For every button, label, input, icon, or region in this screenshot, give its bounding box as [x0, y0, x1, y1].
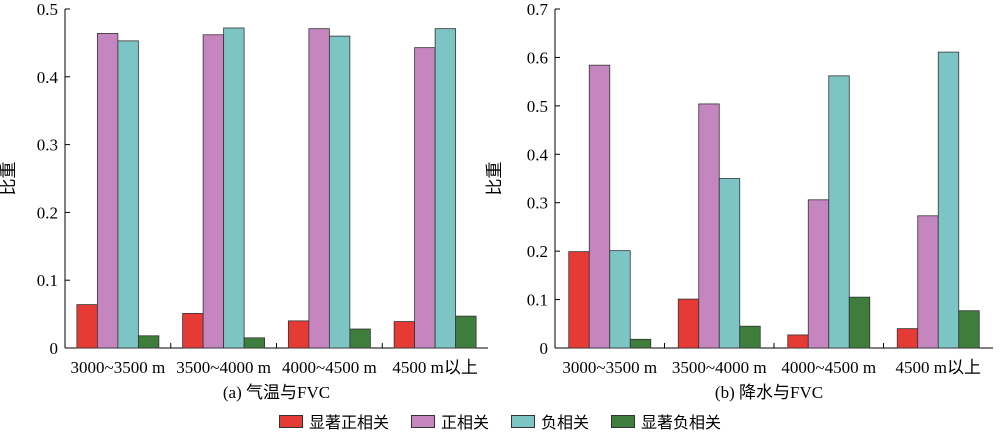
bar-显著负相关-3 [349, 328, 371, 349]
bar-显著正相关-1 [76, 304, 98, 349]
y-tick-label: 0.2 [37, 203, 58, 222]
bar-负相关-3 [828, 75, 850, 349]
bar-负相关-1 [117, 40, 139, 349]
bar-负相关-1 [609, 250, 631, 349]
bar-显著负相关-2 [739, 325, 761, 349]
y-tick-label: 0.2 [527, 242, 548, 261]
bar-正相关-3 [807, 199, 830, 349]
bar-显著正相关-3 [287, 320, 310, 349]
bar-负相关-3 [328, 35, 351, 349]
x-tick-label: 3000~3500 m [71, 358, 166, 377]
x-tick-label: 3500~4000 m [176, 358, 271, 377]
legend-item: 负相关 [511, 409, 589, 433]
chart-canvas: 0 0.1 0.2 0.3 0.4 0.5 比重 3000~3500 m 3500~4000 m… [0, 0, 993, 402]
x-tick-label: 4000~4500 m [282, 358, 377, 377]
bar-显著正相关-3 [787, 334, 809, 349]
y-tick-label: 0.5 [527, 97, 548, 116]
panel-caption: (b) 降水与FVC [715, 383, 823, 402]
bar-显著负相关-3 [848, 296, 871, 349]
bar-显著正相关-2 [677, 298, 700, 349]
chart-panel-b: 0 0.1 0.2 0.3 0.4 0.5 0.6 0.7 比重 3000~3500 m 3500~… [485, 0, 993, 402]
y-axis-label: 比重 [0, 162, 18, 196]
legend-item: 正相关 [410, 409, 489, 433]
bar-显著负相关-4 [958, 310, 980, 349]
y-tick-label: 0.4 [37, 68, 59, 87]
bar-正相关-4 [917, 215, 939, 349]
y-axis-label: 比重 [485, 162, 504, 196]
y-tick-label: 0.7 [527, 0, 549, 19]
bar-显著负相关-1 [137, 335, 160, 349]
x-tick-label: 4500 m以上 [896, 358, 981, 377]
x-tick-label: 4500 m以上 [392, 358, 477, 377]
bar-显著负相关-4 [455, 315, 477, 349]
bar-正相关-1 [96, 33, 119, 349]
x-tick-label: 4000~4500 m [781, 358, 876, 377]
bar-负相关-2 [718, 178, 741, 349]
legend: 显著正相关 正相关 负相关 显著负相关 [0, 410, 1000, 432]
bar-负相关-4 [937, 51, 960, 349]
legend-swatch [410, 414, 435, 428]
bar-正相关-1 [588, 64, 611, 349]
y-tick-label: 0 [50, 339, 59, 358]
bar-显著负相关-2 [243, 337, 266, 349]
chart-panel-a: 0 0.1 0.2 0.3 0.4 0.5 比重 3000~3500 m 3500~4000 m… [0, 0, 488, 402]
bar-正相关-2 [698, 103, 720, 349]
legend-item: 显著正相关 [278, 409, 389, 433]
y-tick-label: 0.1 [37, 271, 58, 290]
bar-正相关-2 [202, 34, 225, 349]
y-tick-label: 0.3 [37, 136, 58, 155]
bar-正相关-4 [414, 47, 436, 349]
y-tick-label: 0.3 [527, 194, 548, 213]
bar-正相关-3 [308, 28, 330, 349]
panel-caption: (a) 气温与FVC [223, 383, 330, 402]
legend-label: 显著正相关 [308, 415, 389, 432]
legend-item: 显著负相关 [611, 409, 721, 433]
legend-label: 显著负相关 [641, 415, 722, 432]
y-tick-label: 0 [540, 339, 549, 358]
bar-显著正相关-1 [568, 251, 590, 349]
bar-显著正相关-4 [896, 328, 919, 349]
y-tick-label: 0.5 [37, 0, 58, 19]
bar-显著正相关-4 [393, 321, 416, 349]
bar-显著负相关-1 [629, 338, 652, 349]
bar-负相关-4 [434, 28, 457, 349]
y-tick-label: 0.1 [527, 291, 548, 310]
y-tick-label: 0.4 [527, 145, 549, 164]
legend-swatch [611, 414, 636, 428]
bar-负相关-2 [223, 27, 245, 349]
bar-显著正相关-2 [182, 313, 204, 349]
y-tick-label: 0.6 [527, 48, 548, 67]
legend-label: 负相关 [541, 415, 590, 432]
legend-swatch [511, 414, 535, 428]
x-tick-label: 3500~4000 m [672, 358, 767, 377]
x-tick-label: 3000~3500 m [562, 358, 657, 377]
legend-swatch [278, 414, 303, 428]
legend-label: 正相关 [440, 415, 489, 432]
